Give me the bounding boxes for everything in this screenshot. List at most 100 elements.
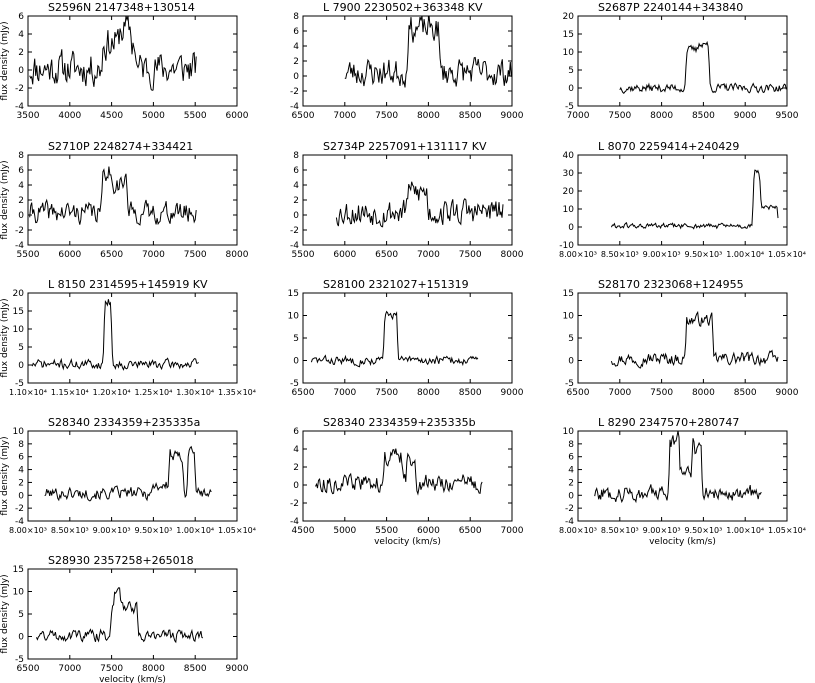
panel-title: S2734P 2257091+131117 KV	[323, 140, 487, 153]
spectrum-line	[31, 299, 199, 371]
x-tick-label: 9.50×10³	[684, 526, 722, 535]
x-tick-label: 1.15×10⁴	[51, 388, 89, 397]
panel-title: L 8070 2259414+240429	[598, 140, 739, 153]
x-tick-label: 7000	[142, 250, 165, 260]
spectrum-panel: S2596N 2147348+130514 3500 4000 4500 5000 550…	[0, 1, 249, 121]
x-tick-label: 7500	[459, 250, 482, 260]
x-tick-label: 1.35×10⁴	[218, 388, 256, 397]
y-tick-label: 8	[293, 12, 299, 22]
y-tick-label: 5	[18, 343, 24, 353]
spectrum-panel: S2687P 2240144+343840 7000 7500 8000 8500 900…	[563, 1, 799, 121]
x-tick-label: 8000	[142, 664, 165, 674]
y-tick-label: 2	[18, 478, 24, 488]
x-tick-label: 1.20×10⁴	[93, 388, 131, 397]
x-tick-label: 5000	[333, 526, 356, 536]
spectrum-line	[610, 310, 779, 369]
plot-frame	[27, 568, 238, 660]
x-tick-label: 8.50×10³	[601, 250, 639, 259]
y-tick-label: 5	[293, 334, 299, 344]
x-tick-label: 9000	[734, 111, 757, 121]
y-tick-label: 8	[18, 151, 24, 161]
panel-title: S28170 2323068+124955	[598, 278, 744, 291]
x-axis-label: velocity (km/s)	[374, 537, 441, 547]
plot-frame	[577, 430, 788, 522]
y-tick-label: -2	[565, 504, 574, 514]
spectrum-panel: L 8150 2314595+145919 KV 1.10×10⁴ 1.15×10⁴…	[0, 278, 256, 397]
y-tick-label: 2	[18, 48, 24, 58]
x-tick-label: 7500	[608, 111, 631, 121]
x-tick-label: 9500	[776, 111, 799, 121]
y-tick-label: 4	[18, 30, 24, 40]
y-tick-label: -5	[15, 655, 24, 665]
spectrum-panel: S28170 2323068+124955 6500 7000 7500 8000 850…	[563, 278, 799, 398]
y-tick-label: -4	[290, 241, 299, 251]
y-tick-label: 0	[18, 491, 24, 501]
spectrum-line	[29, 166, 197, 226]
x-tick-label: 1.00×10⁴	[726, 250, 764, 259]
spectrum-line	[29, 15, 197, 91]
x-tick-label: 6500	[100, 250, 123, 260]
spectrum-panel: L 8070 2259414+240429 8.00×10³ 8.50×10³ 9.0…	[559, 140, 806, 259]
y-tick-label: 0	[568, 491, 574, 501]
x-tick-label: 5500	[292, 250, 315, 260]
x-axis-label: velocity (km/s)	[649, 537, 716, 547]
y-axis-label: flux density (mJy)	[0, 160, 10, 239]
y-tick-label: 5	[568, 334, 574, 344]
x-tick-label: 7000	[58, 664, 81, 674]
x-tick-label: 1.25×10⁴	[134, 388, 172, 397]
y-tick-label: 2	[293, 463, 299, 473]
x-tick-label: 7500	[375, 111, 398, 121]
x-tick-label: 7000	[501, 526, 524, 536]
y-tick-label: 4	[18, 466, 24, 476]
y-tick-label: -4	[15, 102, 24, 112]
plot-frame	[577, 292, 788, 384]
x-tick-label: 1.05×10⁴	[768, 250, 806, 259]
y-tick-label: 0	[568, 357, 574, 367]
y-tick-label: -10	[559, 241, 574, 251]
y-tick-label: 10	[563, 205, 575, 215]
panel-title: S2687P 2240144+343840	[598, 1, 743, 14]
x-tick-label: 4500	[292, 526, 315, 536]
y-tick-label: -2	[290, 499, 299, 509]
x-tick-label: 6500	[292, 111, 315, 121]
y-tick-label: -2	[290, 87, 299, 97]
y-tick-label: 8	[293, 151, 299, 161]
x-tick-label: 7500	[100, 664, 123, 674]
y-tick-label: 6	[18, 453, 24, 463]
spectrum-line	[594, 430, 762, 504]
y-tick-label: 10	[13, 588, 25, 598]
y-tick-label: 0	[293, 211, 299, 221]
plot-frame	[27, 292, 238, 384]
spectrum-line	[35, 587, 204, 644]
x-tick-label: 8500	[734, 388, 757, 398]
x-tick-label: 8000	[692, 388, 715, 398]
x-tick-label: 8.00×10³	[9, 526, 47, 535]
x-tick-label: 7500	[375, 388, 398, 398]
x-tick-label: 6500	[292, 388, 315, 398]
spectrum-panel: S28340 2334359+235335a 8.00×10³ 8.50×10³ 9.…	[0, 416, 256, 535]
y-tick-label: 4	[18, 181, 24, 191]
spectrum-panel: S28340 2334359+235335b 4500 5000 5500 6000 65…	[290, 416, 524, 547]
y-axis-label: flux density (mJy)	[0, 436, 10, 515]
spectrum-line	[315, 448, 483, 496]
y-tick-label: 2	[18, 196, 24, 206]
panel-title: L 8290 2347570+280747	[598, 416, 739, 429]
x-tick-label: 4000	[58, 111, 81, 121]
x-tick-label: 8000	[501, 250, 524, 260]
y-tick-label: 0	[293, 72, 299, 82]
x-axis-label: velocity (km/s)	[99, 675, 166, 683]
panel-title: S28100 2321027+151319	[323, 278, 469, 291]
x-tick-label: 7000	[333, 111, 356, 121]
x-tick-label: 1.05×10⁴	[768, 526, 806, 535]
x-tick-label: 1.30×10⁴	[176, 388, 214, 397]
x-tick-label: 6000	[226, 111, 249, 121]
spectrum-panel: S28100 2321027+151319 6500 7000 7500 8000 850…	[288, 278, 524, 398]
y-tick-label: -5	[565, 102, 574, 112]
panel-title: S28340 2334359+235335b	[323, 416, 476, 429]
y-tick-label: 20	[13, 289, 25, 299]
x-tick-label: 7000	[417, 250, 440, 260]
spectrum-panel: L 8290 2347570+280747 8.00×10³ 8.50×10³ 9.0…	[559, 416, 806, 547]
y-tick-label: 6	[568, 453, 574, 463]
y-tick-label: 15	[13, 307, 24, 317]
x-tick-label: 5000	[142, 111, 165, 121]
